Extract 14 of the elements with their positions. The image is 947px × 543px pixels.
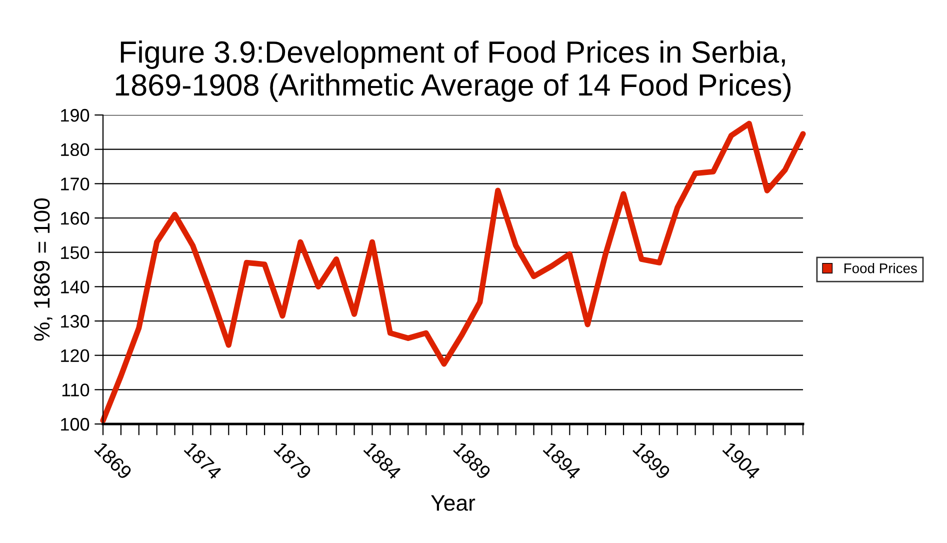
y-tick-label: 150 bbox=[61, 246, 90, 260]
y-tick-label: 170 bbox=[61, 178, 90, 190]
y-tick-label: 180 bbox=[61, 143, 90, 156]
legend-label: Food Prices bbox=[844, 263, 917, 274]
y-tick-label: 160 bbox=[61, 212, 90, 225]
y-tick-label: 110 bbox=[62, 384, 90, 396]
y-tick-label: 130 bbox=[61, 314, 90, 328]
y-axis-title: %, 1869 = 100 bbox=[34, 198, 52, 341]
y-tick-label: 140 bbox=[61, 280, 90, 294]
x-axis-title: Year bbox=[431, 495, 476, 511]
y-tick-label: 100 bbox=[61, 418, 90, 431]
chart-title: Figure 3.9:Development of Food Prices in Serbia, 1869-1908 (Arithmetic Average of 14 Food Prices) bbox=[116, 40, 791, 102]
y-tick-label: 190 bbox=[61, 108, 90, 122]
y-tick-label: 120 bbox=[61, 349, 90, 362]
